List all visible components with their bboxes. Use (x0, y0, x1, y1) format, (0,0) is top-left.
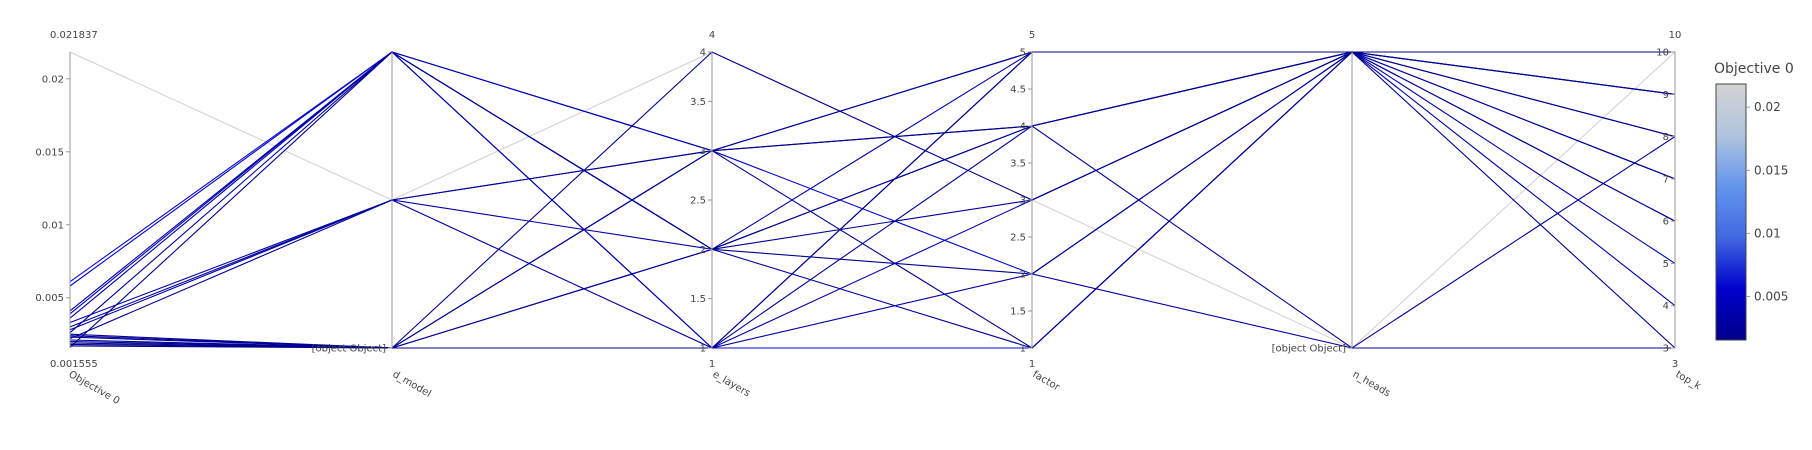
trial-line (69, 51, 1676, 349)
axis-range-min: 3 (1672, 359, 1678, 370)
tick-label: 0.005 (35, 293, 64, 304)
trial-line (69, 51, 1676, 349)
axis-title: e_layers (711, 369, 752, 399)
trial-line (69, 51, 1675, 348)
tick-label: 2 (1020, 270, 1026, 281)
colorbar-title: Objective 0 (1714, 61, 1794, 77)
axis-objective_0[interactable]: 0.005 0.01 0.015 0.02 0.021837 0.001555Object… (35, 30, 121, 407)
tick-label: 3.5 (1010, 159, 1026, 170)
axis-title: factor (1031, 369, 1063, 394)
tick-label: 6 (1663, 217, 1669, 228)
trial-line (69, 199, 1675, 349)
tick-label: 1 (700, 344, 706, 355)
colorbar-tick-label: 0.02 (1754, 100, 1781, 114)
tick-label: 0.015 (35, 147, 64, 158)
trial-line (69, 51, 1676, 287)
axes: 0.005 0.01 0.015 0.02 0.021837 0.001555Object… (35, 30, 1702, 407)
tick-label: 1.5 (1010, 307, 1026, 318)
axis-range-max: 4 (709, 30, 715, 41)
trial-lines (69, 51, 1676, 349)
axis-range-max: 10 (1669, 30, 1682, 41)
tick-label: [object Object] (1272, 344, 1346, 355)
axis-title: d_model (391, 369, 433, 400)
tick-label: 5 (1663, 259, 1669, 270)
tick-label: 3 (1663, 344, 1669, 355)
axis-range-min: 1 (1029, 359, 1035, 370)
colorbar-bar (1715, 83, 1747, 341)
tick-label: 10 (1656, 48, 1669, 59)
tick-label: 3 (1020, 196, 1026, 207)
tick-label: 2 (700, 245, 706, 256)
colorbar: Objective 0 0.005 0.01 0.015 0.02 (1714, 61, 1794, 341)
trial-line (69, 125, 1676, 349)
colorbar-tick-label: 0.005 (1754, 290, 1788, 304)
tick-label: 4 (1663, 301, 1669, 312)
colorbar-tick-label: 0.015 (1754, 163, 1788, 177)
axis-n_heads[interactable]: [object Object] n_heads (1272, 52, 1392, 399)
tick-label: 4 (700, 48, 706, 59)
tick-label: 1.5 (690, 294, 706, 305)
tick-label: 3 (700, 146, 706, 157)
axis-range-max: 5 (1029, 30, 1035, 41)
trial-line (69, 51, 1676, 315)
tick-label: 4.5 (1010, 85, 1026, 96)
tick-label: 5 (1020, 48, 1026, 59)
tick-label: 7 (1663, 174, 1669, 185)
tick-label: 0.02 (42, 74, 64, 85)
trial-line (69, 51, 1676, 324)
colorbar-tick-label: 0.01 (1754, 226, 1781, 240)
tick-label: [object Object] (312, 344, 386, 355)
tick-label: 8 (1663, 132, 1669, 143)
tick-label: 2.5 (690, 196, 706, 207)
tick-label: 4 (1020, 122, 1026, 133)
tick-label: 2.5 (1010, 233, 1026, 244)
trial-line (69, 51, 1676, 328)
axis-range-max: 0.021837 (50, 30, 98, 41)
axis-range-min: 0.001555 (50, 359, 98, 370)
tick-label: 3.5 (690, 97, 706, 108)
axis-title: top_k (1674, 369, 1703, 392)
tick-label: 1 (1020, 344, 1026, 355)
axis-title: n_heads (1351, 369, 1392, 399)
tick-label: 0.01 (42, 220, 64, 231)
axis-title: Objective 0 (67, 369, 122, 407)
axis-range-min: 1 (709, 359, 715, 370)
tick-label: 9 (1663, 90, 1669, 101)
